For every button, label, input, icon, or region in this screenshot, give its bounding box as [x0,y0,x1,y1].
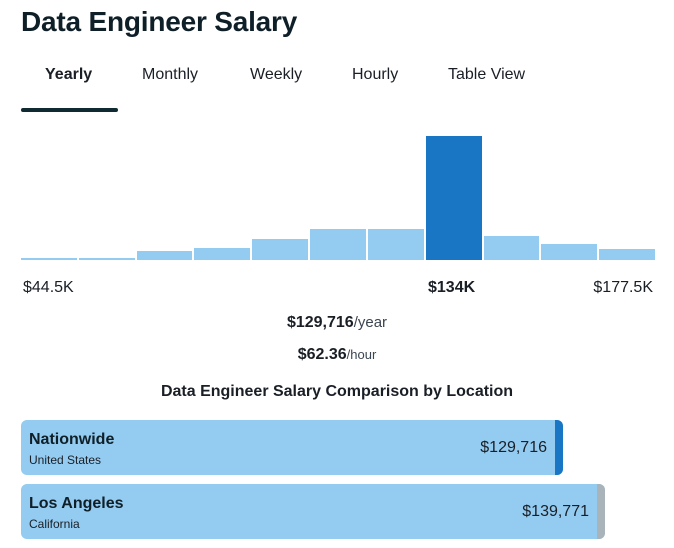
location-salary: $139,771 [522,503,589,520]
tab-weekly[interactable]: Weekly [250,66,303,83]
location-region: California [29,517,80,531]
hourly-salary-amount: $62.36 [297,346,347,363]
histogram-bar [194,248,251,260]
histogram-bar [599,249,655,260]
location-bar-nationwide[interactable]: Nationwide United States $129,716 [21,420,563,475]
location-region: United States [29,453,102,467]
salary-histogram [21,120,655,262]
location-bar-los-angeles[interactable]: Los Angeles California $139,771 [21,484,605,539]
comparison-title: Data Engineer Salary Comparison by Locat… [160,383,514,400]
tab-hourly[interactable]: Hourly [352,66,399,83]
histogram-bar [310,229,366,260]
location-salary: $129,716 [480,439,547,456]
yearly-salary-unit: /year [353,314,388,331]
hourly-salary: $62.36/hour [0,346,674,364]
tab-yearly[interactable]: Yearly [45,66,93,83]
page-title: Data Engineer Salary [21,6,298,37]
yearly-salary-amount: $129,716 [286,314,354,331]
location-bar-edge [555,420,563,475]
location-bar-edge [597,484,605,539]
histogram-bar [136,251,193,260]
yearly-salary: $129,716/year [0,314,674,332]
histogram-bar [78,258,135,260]
tab-monthly[interactable]: Monthly [142,66,199,83]
histogram-marker-label: $134K [428,279,476,296]
histogram-min-label: $44.5K [23,279,74,296]
histogram-bar-highlighted [425,136,482,260]
tab-table-view[interactable]: Table View [448,66,526,83]
histogram-bar [541,244,598,260]
location-name: Los Angeles [29,495,124,512]
active-tab-indicator [21,108,118,112]
location-name: Nationwide [29,431,115,448]
histogram-bar [21,258,77,260]
salary-period-tabs: Yearly Monthly Weekly Hourly Table View [21,60,661,112]
hourly-salary-unit: /hour [346,347,377,362]
histogram-bar [252,239,309,260]
histogram-bar [367,229,424,260]
histogram-bar [483,236,540,260]
histogram-max-label: $177.5K [593,279,653,296]
